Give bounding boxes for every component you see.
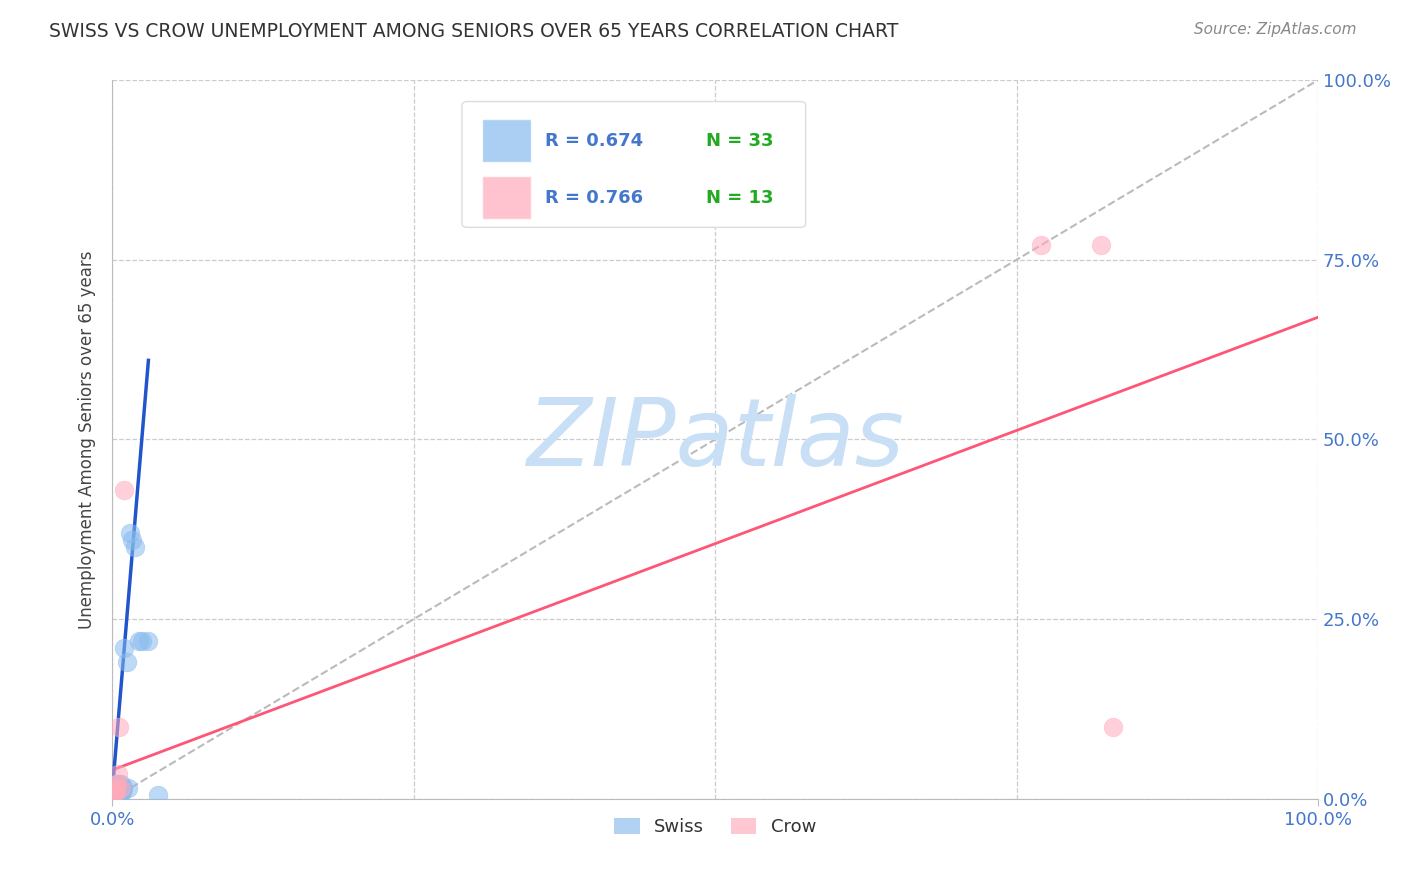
Text: R = 0.674: R = 0.674 — [546, 132, 644, 150]
Point — [124, 540, 146, 554]
Point — [104, 789, 127, 803]
Point — [104, 777, 127, 791]
FancyBboxPatch shape — [482, 176, 530, 219]
Legend: Swiss, Crow: Swiss, Crow — [607, 811, 824, 844]
Point — [104, 780, 127, 795]
Point — [111, 780, 134, 795]
FancyBboxPatch shape — [463, 102, 806, 227]
Point — [105, 789, 128, 803]
Point — [107, 789, 129, 803]
Point — [112, 780, 135, 795]
Point — [1090, 238, 1112, 252]
Text: SWISS VS CROW UNEMPLOYMENT AMONG SENIORS OVER 65 YEARS CORRELATION CHART: SWISS VS CROW UNEMPLOYMENT AMONG SENIORS… — [49, 22, 898, 41]
Point — [108, 720, 131, 734]
Point — [1102, 720, 1125, 734]
Text: N = 13: N = 13 — [706, 188, 773, 207]
Point — [104, 780, 127, 795]
Point — [110, 784, 132, 798]
Text: N = 33: N = 33 — [706, 132, 773, 150]
Point — [104, 784, 127, 798]
Point — [112, 483, 135, 497]
Point — [104, 784, 127, 798]
Point — [108, 780, 131, 795]
Point — [103, 789, 125, 803]
Point — [1029, 238, 1052, 252]
Point — [131, 633, 153, 648]
Point — [105, 777, 128, 791]
Point — [104, 789, 127, 803]
Point — [105, 777, 128, 791]
Point — [115, 655, 138, 669]
Point — [103, 784, 125, 798]
Point — [108, 789, 131, 803]
Point — [104, 784, 127, 798]
Point — [121, 533, 143, 547]
Text: Source: ZipAtlas.com: Source: ZipAtlas.com — [1194, 22, 1357, 37]
Point — [103, 784, 125, 798]
Point — [105, 784, 128, 798]
Point — [108, 784, 131, 798]
Point — [128, 633, 150, 648]
Point — [107, 784, 129, 798]
Point — [107, 766, 129, 780]
Point — [104, 784, 127, 798]
Point — [103, 789, 125, 803]
Text: ZIPatlas: ZIPatlas — [526, 394, 904, 485]
Point — [112, 640, 135, 655]
Y-axis label: Unemployment Among Seniors over 65 years: Unemployment Among Seniors over 65 years — [79, 250, 96, 629]
Point — [111, 784, 134, 798]
Point — [138, 633, 160, 648]
Point — [110, 777, 132, 791]
Text: R = 0.766: R = 0.766 — [546, 188, 644, 207]
Point — [110, 780, 132, 795]
Point — [104, 780, 127, 795]
Point — [120, 525, 142, 540]
Point — [146, 789, 169, 803]
Point — [107, 777, 129, 791]
Point — [117, 780, 139, 795]
FancyBboxPatch shape — [482, 120, 530, 162]
